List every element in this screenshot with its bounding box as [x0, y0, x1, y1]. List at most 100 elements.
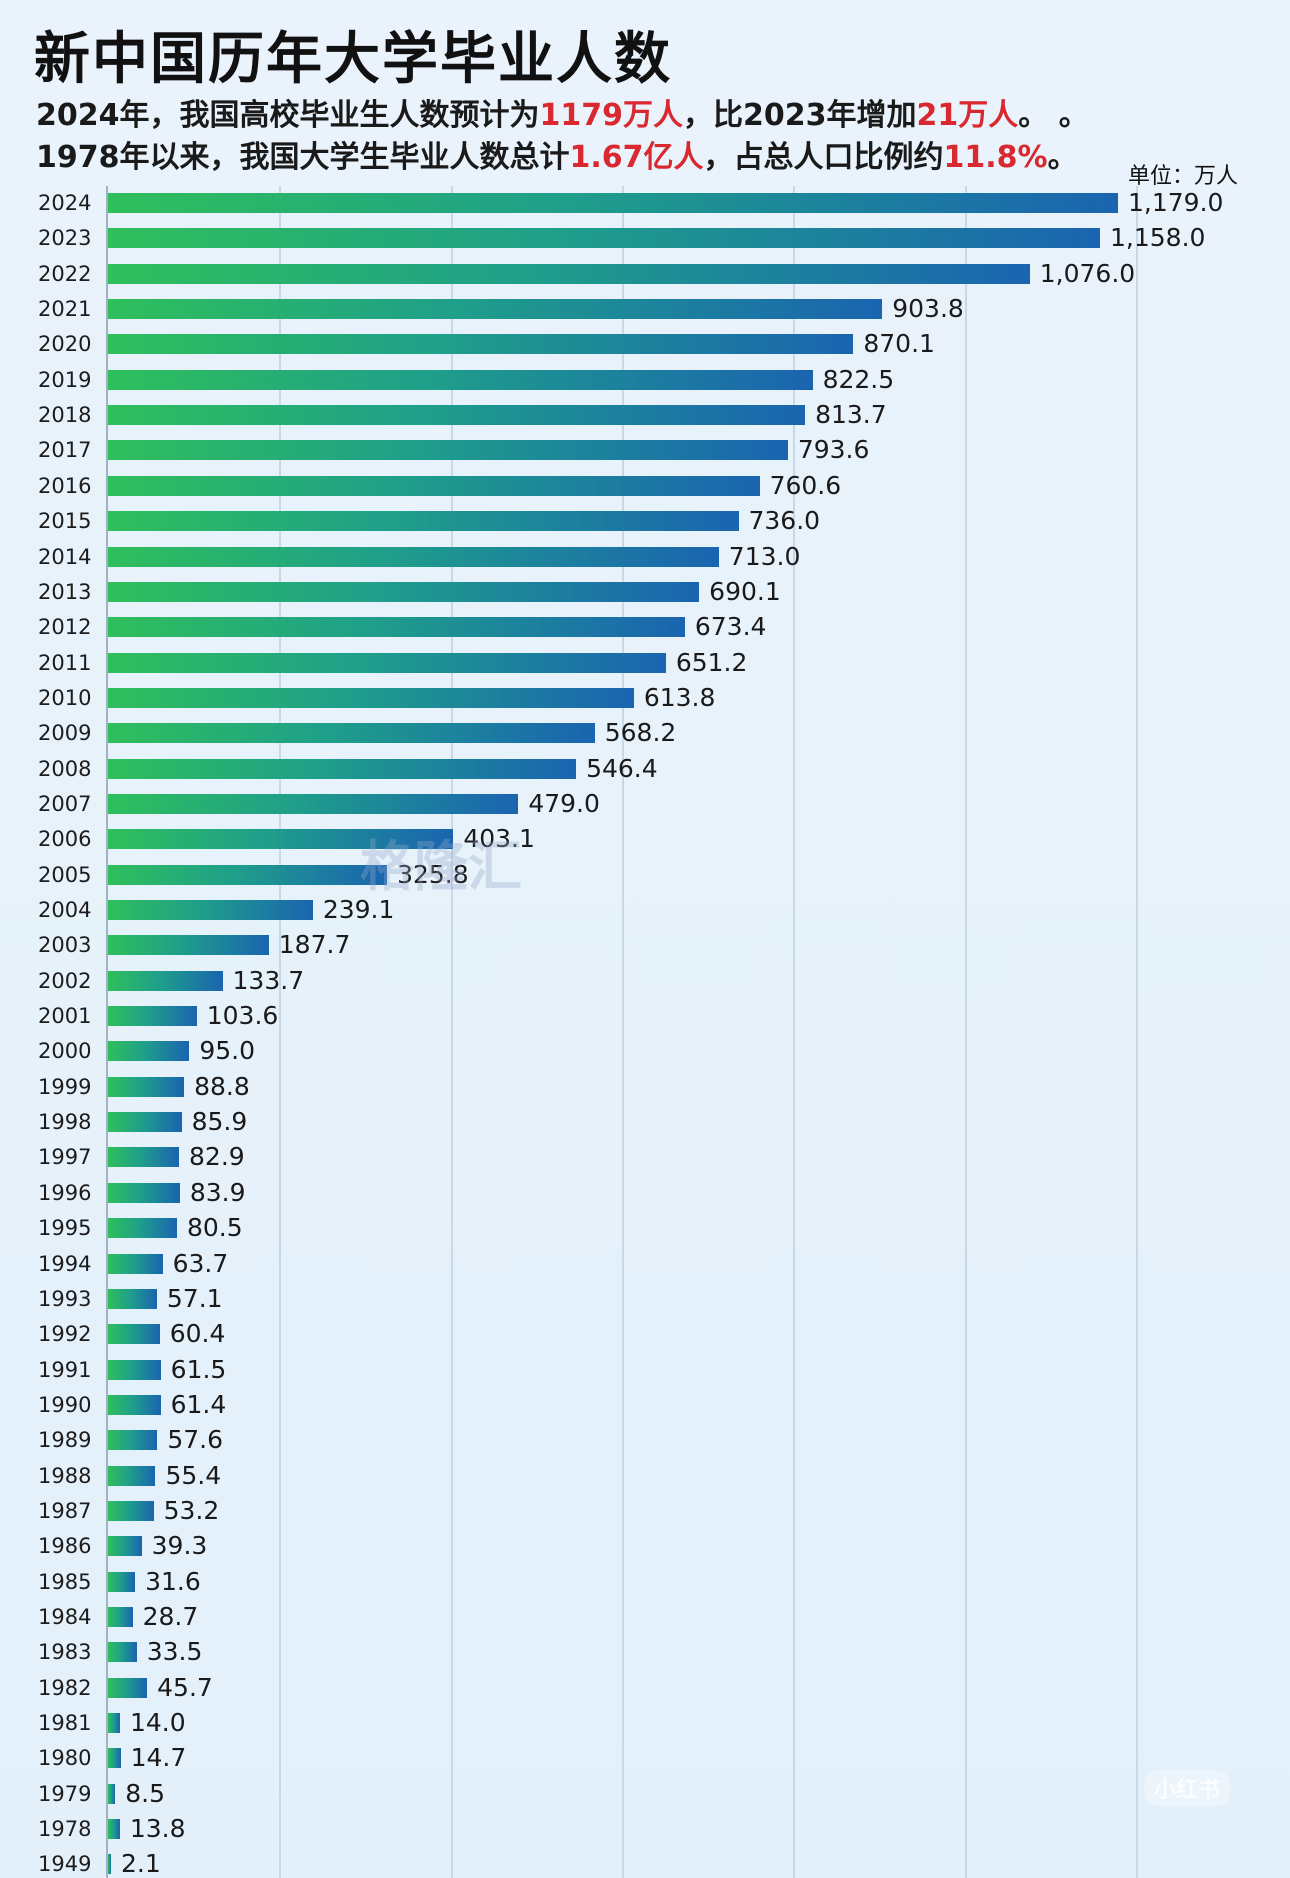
bar-2002 — [108, 970, 223, 991]
bar-1989 — [108, 1430, 158, 1451]
y-axis-line — [106, 186, 108, 1878]
gridline-400 — [450, 186, 453, 1878]
year-label: 1986 — [38, 1534, 92, 1559]
value-label-2013: 690.1 — [709, 576, 781, 606]
subtitle-2-part-2: ，占总人口比例约 — [703, 140, 944, 175]
value-label-2011: 651.2 — [675, 647, 748, 677]
year-label: 2018 — [38, 403, 92, 428]
bar-2008 — [108, 758, 577, 779]
bar-1978 — [108, 1819, 120, 1840]
value-label-1997: 82.9 — [189, 1142, 245, 1172]
year-label: 1987 — [38, 1498, 92, 1523]
value-label-2004: 239.1 — [322, 895, 395, 924]
year-label: 2022 — [38, 261, 92, 286]
center-watermark: 格隆汇 — [360, 835, 522, 898]
value-label-1988: 55.4 — [165, 1460, 222, 1490]
year-label: 2006 — [38, 827, 92, 852]
year-label: 2007 — [38, 791, 92, 816]
value-label-1995: 80.5 — [186, 1213, 243, 1243]
bar-2013 — [108, 581, 700, 602]
year-label: 1979 — [38, 1781, 92, 1806]
bar-2019 — [108, 369, 813, 390]
bar-2022 — [108, 263, 1030, 284]
value-label-2012: 673.4 — [694, 612, 767, 642]
year-label: 2008 — [38, 756, 92, 781]
value-label-2022: 1,076.0 — [1039, 258, 1136, 288]
value-label-1978: 13.8 — [129, 1814, 186, 1844]
year-label: 2003 — [38, 933, 92, 958]
corner-watermark: 小红书 — [1143, 1770, 1230, 1806]
gridline-200 — [279, 186, 282, 1878]
value-label-2001: 103.6 — [206, 1001, 279, 1031]
year-label: 1978 — [38, 1817, 92, 1842]
year-label: 1983 — [38, 1640, 92, 1665]
year-label: 1989 — [38, 1428, 92, 1453]
subtitle-2-part-1: 1978年以来，我国大学生毕业人数总计 — [36, 140, 570, 175]
bar-2023 — [108, 228, 1100, 249]
value-label-1985: 31.6 — [145, 1566, 201, 1596]
bar-2005 — [108, 864, 388, 885]
year-label: 2004 — [38, 898, 92, 922]
bar-1988 — [108, 1465, 156, 1486]
value-label-1984: 28.7 — [142, 1602, 199, 1631]
year-label: 2015 — [38, 509, 92, 534]
value-label-1986: 39.3 — [151, 1531, 208, 1561]
bar-2000 — [108, 1041, 190, 1062]
year-label: 2001 — [38, 1004, 92, 1029]
subtitle-1-highlight-1: 1179万人 — [539, 98, 684, 133]
value-label-1979: 8.5 — [125, 1778, 166, 1808]
value-label-1949: 2.1 — [121, 1849, 161, 1878]
year-label: 1984 — [38, 1605, 92, 1629]
year-label: 2013 — [38, 579, 92, 604]
bar-2012 — [108, 617, 685, 638]
gridline-1200 — [1135, 186, 1138, 1878]
gridline-800 — [793, 186, 796, 1878]
value-label-2019: 822.5 — [822, 364, 895, 394]
year-label: 2017 — [38, 438, 92, 463]
year-label: 2000 — [38, 1039, 92, 1064]
subtitle-2-highlight-2: 11.8% — [943, 140, 1048, 175]
unit-label: 单位：万人 — [1127, 164, 1238, 189]
bar-1981 — [108, 1713, 120, 1734]
bar-1995 — [108, 1218, 177, 1239]
bar-2006 — [108, 829, 454, 850]
year-label: 2005 — [38, 862, 92, 887]
year-label: 2014 — [38, 544, 92, 569]
year-label: 1994 — [38, 1251, 92, 1276]
year-label: 2009 — [38, 721, 92, 746]
year-label: 2012 — [38, 615, 92, 640]
bar-1985 — [108, 1571, 136, 1592]
value-label-1998: 85.9 — [191, 1107, 248, 1137]
bar-2017 — [108, 440, 788, 461]
value-label-2016: 760.6 — [769, 470, 842, 500]
value-label-2015: 736.0 — [748, 506, 821, 536]
bar-1982 — [108, 1677, 148, 1698]
year-label: 1980 — [38, 1746, 92, 1771]
year-label: 1993 — [38, 1286, 92, 1311]
bar-2016 — [108, 475, 760, 496]
value-label-1992: 60.4 — [169, 1319, 226, 1349]
bar-1996 — [108, 1182, 180, 1203]
value-label-2018: 813.7 — [815, 400, 887, 430]
value-label-1989: 57.6 — [167, 1425, 223, 1455]
subtitle-2-part-3: 。 — [1047, 140, 1078, 175]
value-label-2007: 479.0 — [528, 788, 600, 818]
subtitle-1-part-1: 2024年，我国高校毕业生人数预计为 — [36, 98, 540, 133]
bar-2024 — [108, 193, 1118, 213]
year-label: 1990 — [38, 1392, 92, 1417]
year-label: 2019 — [38, 367, 92, 392]
value-label-1982: 45.7 — [157, 1672, 213, 1702]
bar-1983 — [108, 1642, 137, 1663]
year-label: 1988 — [38, 1463, 92, 1488]
bar-1992 — [108, 1324, 160, 1345]
year-label: 1997 — [38, 1145, 92, 1170]
value-label-2003: 187.7 — [278, 930, 351, 960]
year-label: 1991 — [38, 1357, 92, 1382]
value-label-2008: 546.4 — [586, 753, 658, 783]
year-label: 1999 — [38, 1074, 92, 1099]
year-label: 1995 — [38, 1216, 92, 1241]
value-label-1996: 83.9 — [189, 1177, 246, 1207]
bar-1993 — [108, 1288, 157, 1309]
year-label: 1949 — [38, 1852, 92, 1877]
